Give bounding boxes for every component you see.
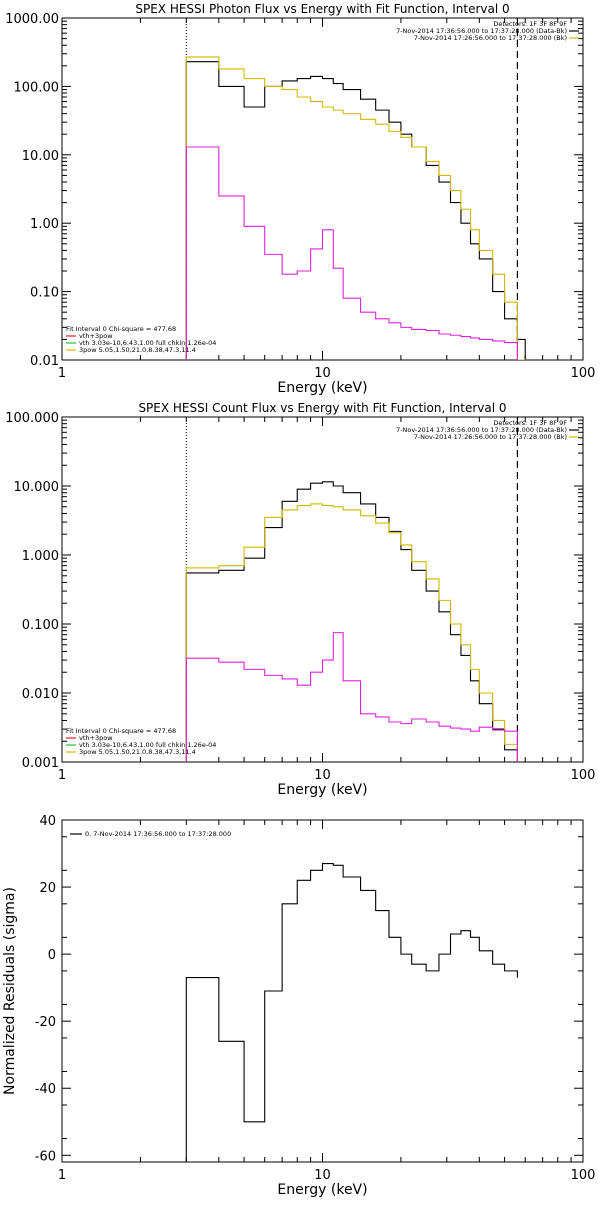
chart3-legend-topleft-text: 0. 7-Nov-2014 17:36:56.000 to 17:37:28.0…: [85, 830, 231, 838]
chart2-y-tick-label: 100.000: [5, 411, 59, 426]
chart2-x-tick-label: 1: [58, 768, 66, 783]
chart2-legend-bottomleft-text: vth 3.03e-10,6.43,1.00 full chkin 1.26e-…: [79, 741, 216, 749]
chart1-y-tick-label: 1000.00: [5, 12, 59, 27]
chart1-legend-topright-text: 7-Nov-2014 17:36:56.000 to 17:37:28.000 …: [396, 27, 567, 35]
chart2-title: SPEX HESSI Count Flux vs Energy with Fit…: [138, 401, 506, 415]
chart1-legend-bottomleft-text: vth 3.03e-10,6.43,1.00 full chkin 1.26e-…: [79, 339, 216, 347]
chart1-y-tick-label: 100.00: [14, 80, 60, 95]
chart1-legend-bottomleft-text: vth+3pow: [79, 332, 113, 340]
chart1-title: SPEX HESSI Photon Flux vs Energy with Fi…: [135, 2, 509, 16]
chart3-series-group: [185, 863, 518, 1162]
chart1-series-3-line: [185, 146, 518, 360]
chart3-y-tick-label: 20: [39, 881, 56, 896]
chart1-series-1-line: [185, 61, 526, 360]
chart3-x-axis-label: Energy (keV): [277, 1182, 367, 1198]
chart1-y-tick-label: 0.10: [30, 286, 59, 301]
chart3-frame: [61, 819, 584, 1163]
chart1-x-tick-label: 10: [314, 366, 331, 381]
chart1-legend-bottomleft-text: 3pow 5.05,1.50,21.0,8.38,47.3,11.4: [79, 346, 196, 354]
chart3-y-tick-label: -60: [35, 1149, 56, 1164]
chart1-legend-topright-text: 7-Nov-2014 17:26:56.000 to 17:37:28.000 …: [414, 34, 567, 42]
chart3-x-tick-label: 10: [314, 1168, 331, 1183]
chart1-series-group: [185, 56, 526, 360]
chart2-x-tick-label: 10: [314, 768, 331, 783]
chart2-y-tick-label: 0.001: [22, 756, 59, 771]
chart2-series-1-line: [185, 481, 518, 762]
chart2-y-tick-label: 0.010: [22, 687, 59, 702]
chart2-y-tick-label: 10.000: [14, 480, 60, 495]
chart2-series-3-line: [185, 632, 518, 762]
chart2-y-tick-label: 0.100: [22, 618, 59, 633]
chart1-y-tick-label: 1.00: [30, 217, 59, 232]
chart2-legend-bottomleft-text: Fit Interval 0 Chi-square = 477.68: [66, 727, 176, 735]
chart2-series-2-line: [185, 503, 518, 762]
chart1-x-tick-label: 100: [571, 366, 596, 381]
chart2-x-tick-label: 100: [571, 768, 596, 783]
chart1-y-tick-label: 10.00: [22, 149, 59, 164]
chart3-y-axis-label: Normalized Residuals (sigma): [2, 887, 18, 1095]
chart2-legend-topright-text: 7-Nov-2014 17:36:56.000 to 17:37:28.000 …: [396, 426, 567, 434]
chart1-series-2-line: [185, 56, 526, 360]
chart2-legend-topright-text: Detectors: 1F 3F 8F 9F: [493, 419, 567, 427]
chart2-y-tick-label: 1.000: [22, 549, 59, 564]
chart3-y-tick-label: -40: [35, 1082, 56, 1097]
chart2-legend-bottomleft-text: vth+3pow: [79, 734, 113, 742]
chart2-legend-bottomleft-text: 3pow 5.05,1.50,21.0,8.38,47.3,11.4: [79, 748, 196, 756]
chart3-series-1-line: [185, 863, 518, 1162]
chart2-x-axis-label: Energy (keV): [277, 782, 367, 798]
chart1-x-tick-label: 1: [58, 366, 66, 381]
chart2-legend-topright-text: 7-Nov-2014 17:26:56.000 to 17:37:28.000 …: [414, 433, 567, 441]
chart3-x-tick-label: 100: [571, 1168, 596, 1183]
chart2-frame: [61, 416, 584, 763]
chart3-y-tick-label: 40: [39, 814, 56, 829]
chart2-series-group: [185, 481, 518, 762]
chart1-y-tick-label: 0.01: [30, 354, 59, 369]
chart1-x-axis-label: Energy (keV): [277, 380, 367, 396]
chart1-legend-topright-text: Detectors: 1F 3F 8F 9F: [493, 20, 567, 28]
chart3-y-tick-label: -20: [35, 1015, 56, 1030]
chart3-y-tick-label: 0: [48, 948, 56, 963]
chart3-x-tick-label: 1: [58, 1168, 66, 1183]
chart1-legend-bottomleft-text: Fit Interval 0 Chi-square = 477.68: [66, 325, 176, 333]
